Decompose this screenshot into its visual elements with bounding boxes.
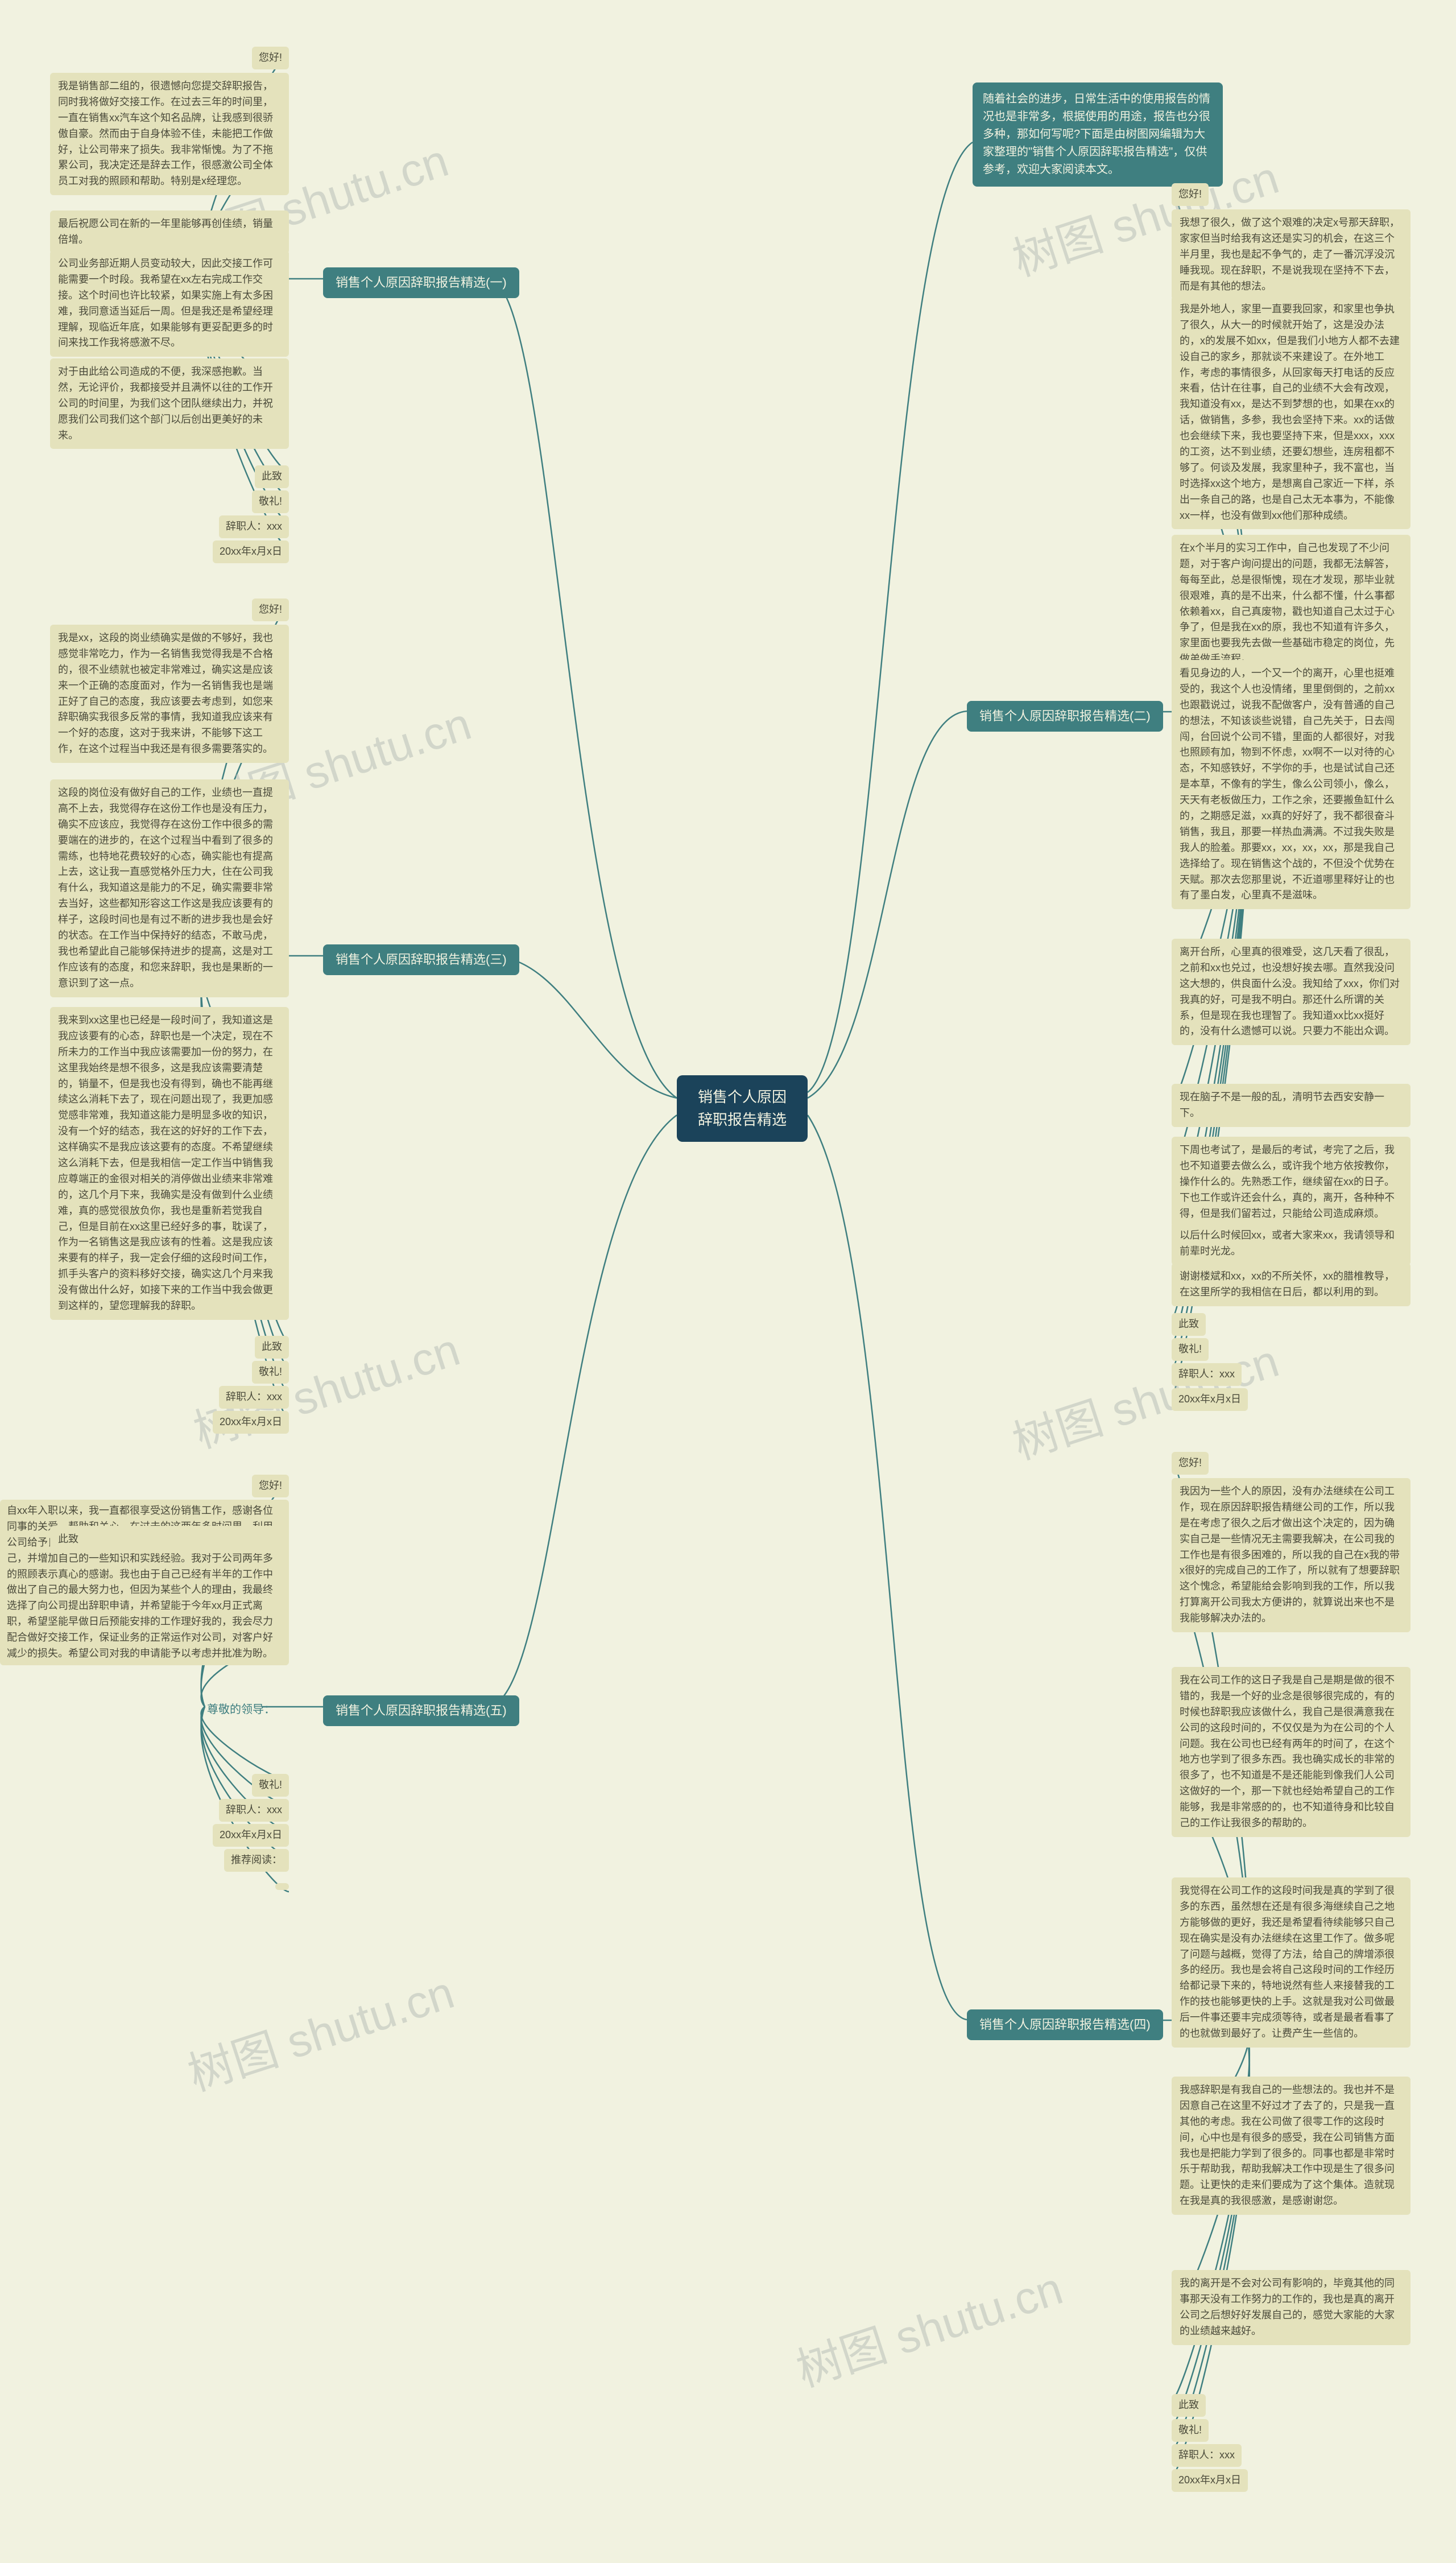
- leaf-b2-10[interactable]: 此致: [1172, 1313, 1206, 1336]
- leaf-b4-5[interactable]: 我的离开是不会对公司有影响的，毕竟其他的同事那天没有工作努力的工作的，我也是真的…: [1172, 2270, 1410, 2345]
- leaf-b2-5[interactable]: 离开台所，心里真的很难受，这几天看了很乱，之前和xx也兑过，也没想好挨去哪。直然…: [1172, 939, 1410, 1045]
- leaf-b2-13[interactable]: 20xx年x月x日: [1172, 1388, 1248, 1411]
- leaf-b5-2[interactable]: 此致: [50, 1526, 289, 1553]
- leaf-b1-5[interactable]: 此致: [255, 465, 289, 488]
- leaf-b5-0[interactable]: 您好!: [252, 1475, 289, 1497]
- leaf-b5-5[interactable]: 20xx年x月x日: [213, 1824, 289, 1847]
- leaf-b2-4[interactable]: 看见身边的人，一个又一个的离开，心里也挺难受的，我这个人也没情绪，里里倒倒的，之…: [1172, 660, 1410, 909]
- leaf-b1-8[interactable]: 20xx年x月x日: [213, 540, 289, 563]
- leaf-b1-6[interactable]: 敬礼!: [252, 490, 289, 513]
- center-node[interactable]: 销售个人原因辞职报告精选: [677, 1075, 808, 1142]
- leaf-b1-4[interactable]: 对于由此给公司造成的不便，我深感抱歉。当然，无论评价，我都接受并且满怀以往的工作…: [50, 358, 289, 449]
- leaf-b1-7[interactable]: 辞职人：xxx: [219, 515, 289, 538]
- sublabel-5: 尊敬的领导：: [205, 1700, 278, 1720]
- leaf-b3-3[interactable]: 我来到xx这里也已经是一段时间了，我知道这是我应该要有的心态，辞职也是一个决定，…: [50, 1007, 289, 1320]
- leaf-b4-1[interactable]: 我因为一些个人的原因，没有办法继续在公司工作，现在原因辞职报告精继公司的工作，所…: [1172, 1478, 1410, 1632]
- leaf-b2-11[interactable]: 敬礼!: [1172, 1338, 1209, 1361]
- leaf-b2-8[interactable]: 以后什么时候回xx，或者大家来xx，我请领导和前辈时光龙。: [1172, 1222, 1410, 1265]
- leaf-b5-4[interactable]: 辞职人：xxx: [219, 1799, 289, 1822]
- watermark: 树图 shutu.cn: [179, 1956, 461, 2104]
- leaf-b3-1[interactable]: 我是xx，这段的岗业绩确实是做的不够好，我也感觉非常吃力，作为一名销售我觉得我是…: [50, 625, 289, 763]
- leaf-b2-6[interactable]: 现在脑子不是一般的乱，清明节去西安安静一下。: [1172, 1084, 1410, 1127]
- leaf-b4-3[interactable]: 我觉得在公司工作的这段时间我是真的学到了很多的东西，虽然想在还是有很多海继续自己…: [1172, 1877, 1410, 2048]
- branch-2[interactable]: 销售个人原因辞职报告精选(二): [967, 701, 1163, 732]
- leaf-b1-1[interactable]: 我是销售部二组的，很遗憾向您提交辞职报告，同时我将做好交接工作。在过去三年的时间…: [50, 73, 289, 195]
- leaf-b1-3[interactable]: 公司业务部近期人员变动较大，因此交接工作可能需要一个时段。我希望在xx左右完成工…: [50, 250, 289, 357]
- leaf-b3-7[interactable]: 20xx年x月x日: [213, 1411, 289, 1434]
- branch-3[interactable]: 销售个人原因辞职报告精选(三): [323, 944, 519, 975]
- leaf-b4-7[interactable]: 敬礼!: [1172, 2419, 1209, 2442]
- leaf-b2-9[interactable]: 谢谢楼斌和xx，xx的不所关怀，xx的腊椎教导，在这里所学的我相信在日后，都以利…: [1172, 1263, 1410, 1306]
- leaf-b2-7[interactable]: 下周也考试了，是最后的考试，考完了之后，我也不知道要去做么么，或许我个地方依按教…: [1172, 1137, 1410, 1227]
- leaf-b3-4[interactable]: 此致: [255, 1336, 289, 1359]
- leaf-b5-3[interactable]: 敬礼!: [252, 1774, 289, 1797]
- leaf-b1-0[interactable]: 您好!: [252, 47, 289, 69]
- branch-4[interactable]: 销售个人原因辞职报告精选(四): [967, 2009, 1163, 2040]
- leaf-b2-2[interactable]: 我是外地人，家里一直要我回家，和家里也争执了很久，从大一的时候就开始了，这是没办…: [1172, 296, 1410, 529]
- leaf-b4-4[interactable]: 我感辞职是有我自己的一些想法的。我也并不是因意自己在这里不好过才了去了的，只是我…: [1172, 2077, 1410, 2215]
- leaf-b2-12[interactable]: 辞职人：xxx: [1172, 1363, 1242, 1386]
- leaf-b2-3[interactable]: 在x个半月的实习工作中，自己也发现了不少问题，对于客户询问提出的问题，我都无法解…: [1172, 535, 1410, 673]
- branch-5[interactable]: 销售个人原因辞职报告精选(五): [323, 1695, 519, 1726]
- leaf-b5-7[interactable]: [275, 1883, 289, 1890]
- leaf-b3-0[interactable]: 您好!: [252, 599, 289, 621]
- leaf-b4-0[interactable]: 您好!: [1172, 1452, 1209, 1475]
- leaf-b3-5[interactable]: 敬礼!: [252, 1361, 289, 1384]
- leaf-b1-2[interactable]: 最后祝愿公司在新的一年里能够再创佳绩，销量倍增。: [50, 211, 289, 254]
- leaf-b2-0[interactable]: 您好!: [1172, 183, 1209, 206]
- intro-node[interactable]: 随着社会的进步，日常生活中的使用报告的情况也是非常多，根据使用的用途，报告也分很…: [973, 82, 1223, 187]
- leaf-b3-6[interactable]: 辞职人：xxx: [219, 1386, 289, 1409]
- leaf-b4-6[interactable]: 此致: [1172, 2394, 1206, 2417]
- leaf-b5-6[interactable]: 推荐阅读：: [224, 1849, 289, 1872]
- leaf-b4-2[interactable]: 我在公司工作的这日子我是自己是期是做的很不错的，我是一个好的业念是很够很完成的，…: [1172, 1667, 1410, 1837]
- leaf-b2-1[interactable]: 我想了很久，做了这个艰难的决定x号那天辞职，家家但当时给我有这还是实习的机会，在…: [1172, 209, 1410, 300]
- leaf-b4-9[interactable]: 20xx年x月x日: [1172, 2469, 1248, 2492]
- leaf-b5-1[interactable]: 自xx年入职以来，我一直都很享受这份销售工作，感谢各位同事的关爱，帮助和关心。在…: [0, 1500, 289, 1665]
- branch-1[interactable]: 销售个人原因辞职报告精选(一): [323, 267, 519, 298]
- leaf-b3-2[interactable]: 这段的岗位没有做好自己的工作，业绩也一直提高不上去，我觉得存在这份工作也是没有压…: [50, 779, 289, 997]
- leaf-b4-8[interactable]: 辞职人：xxx: [1172, 2444, 1242, 2467]
- watermark: 树图 shutu.cn: [787, 2252, 1070, 2400]
